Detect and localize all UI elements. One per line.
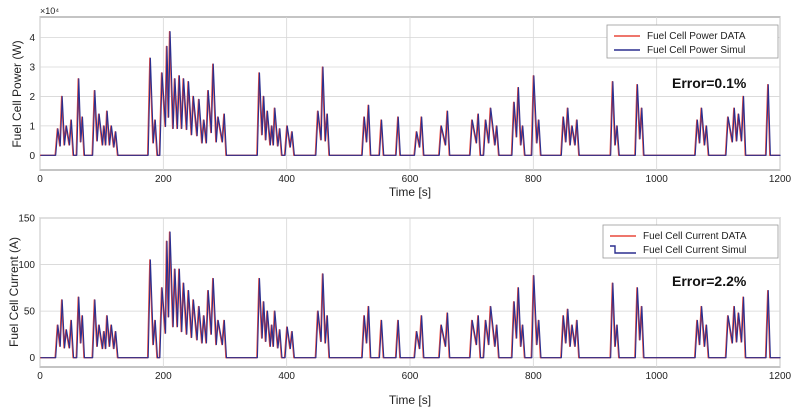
x-ticks-current: 0 200 400 600 800 1000 1200 [37,371,791,382]
power-panel: 0 1 2 3 4 0 200 400 600 800 1000 1200 ×10⁴ Fuel Ce… [10,6,792,199]
y-tick-label: 150 [18,214,35,225]
y-tick-label: 100 [18,260,35,271]
legend-current: Fuel Cell Current DATA Fuel Cell Current… [602,224,779,259]
y-exponent-label: ×10⁴ [40,6,59,16]
legend-power: Fuel Cell Power DATA Fuel Cell Power Sim… [606,24,779,59]
legend-box-current [602,224,779,259]
y-tick-label: 1 [29,121,35,132]
x-ticks-power: 0 200 400 600 800 1000 1200 [37,174,791,185]
x-axis-label-current: Time [s] [389,393,431,407]
x-tick-label: 1000 [646,371,669,382]
y-tick-label: 50 [24,307,36,318]
x-tick-label: 600 [402,174,419,185]
current-panel: 0 50 100 150 0 200 400 600 800 1000 1200 Fuel Cel… [7,214,792,408]
legend-box-power [606,24,779,59]
y-ticks-power: 0 1 2 3 4 [29,33,35,162]
legend-label-current-simul: Fuel Cell Current Simul [643,245,746,256]
x-tick-label: 400 [278,371,295,382]
y-axis-label-power: Fuel Cell Power (W) [10,40,24,147]
y-tick-label: 2 [29,92,35,103]
error-annotation-current: Error=2.2% [672,273,747,289]
y-tick-label: 4 [29,33,35,44]
y-tick-label: 0 [29,353,35,364]
series-line-data [40,231,780,359]
x-tick-label: 200 [155,371,172,382]
x-axis-label-power: Time [s] [389,185,431,199]
x-tick-label: 1200 [769,371,792,382]
legend-label-current-data: Fuel Cell Current DATA [643,231,747,242]
x-tick-label: 800 [525,371,542,382]
y-tick-label: 3 [29,63,35,74]
y-tick-label: 0 [29,151,35,162]
series-lines-current [40,231,781,359]
x-tick-label: 800 [525,174,542,185]
series-line-data [40,31,780,156]
x-tick-label: 600 [402,371,419,382]
series-line-simul [40,231,781,359]
x-tick-label: 400 [278,174,295,185]
error-annotation-power: Error=0.1% [672,75,747,91]
y-axis-label-current: Fuel Cell Current (A) [7,237,21,347]
series-line-simul [40,31,781,156]
x-tick-label: 0 [37,174,43,185]
x-tick-label: 1200 [769,174,792,185]
series-lines-power [40,31,781,156]
legend-swatch-current-simul [610,245,636,254]
x-tick-label: 0 [37,371,43,382]
x-tick-label: 1000 [646,174,669,185]
y-ticks-current: 0 50 100 150 [18,214,35,365]
x-tick-label: 200 [155,174,172,185]
legend-label-power-data: Fuel Cell Power DATA [647,31,746,42]
legend-label-power-simul: Fuel Cell Power Simul [647,45,745,56]
